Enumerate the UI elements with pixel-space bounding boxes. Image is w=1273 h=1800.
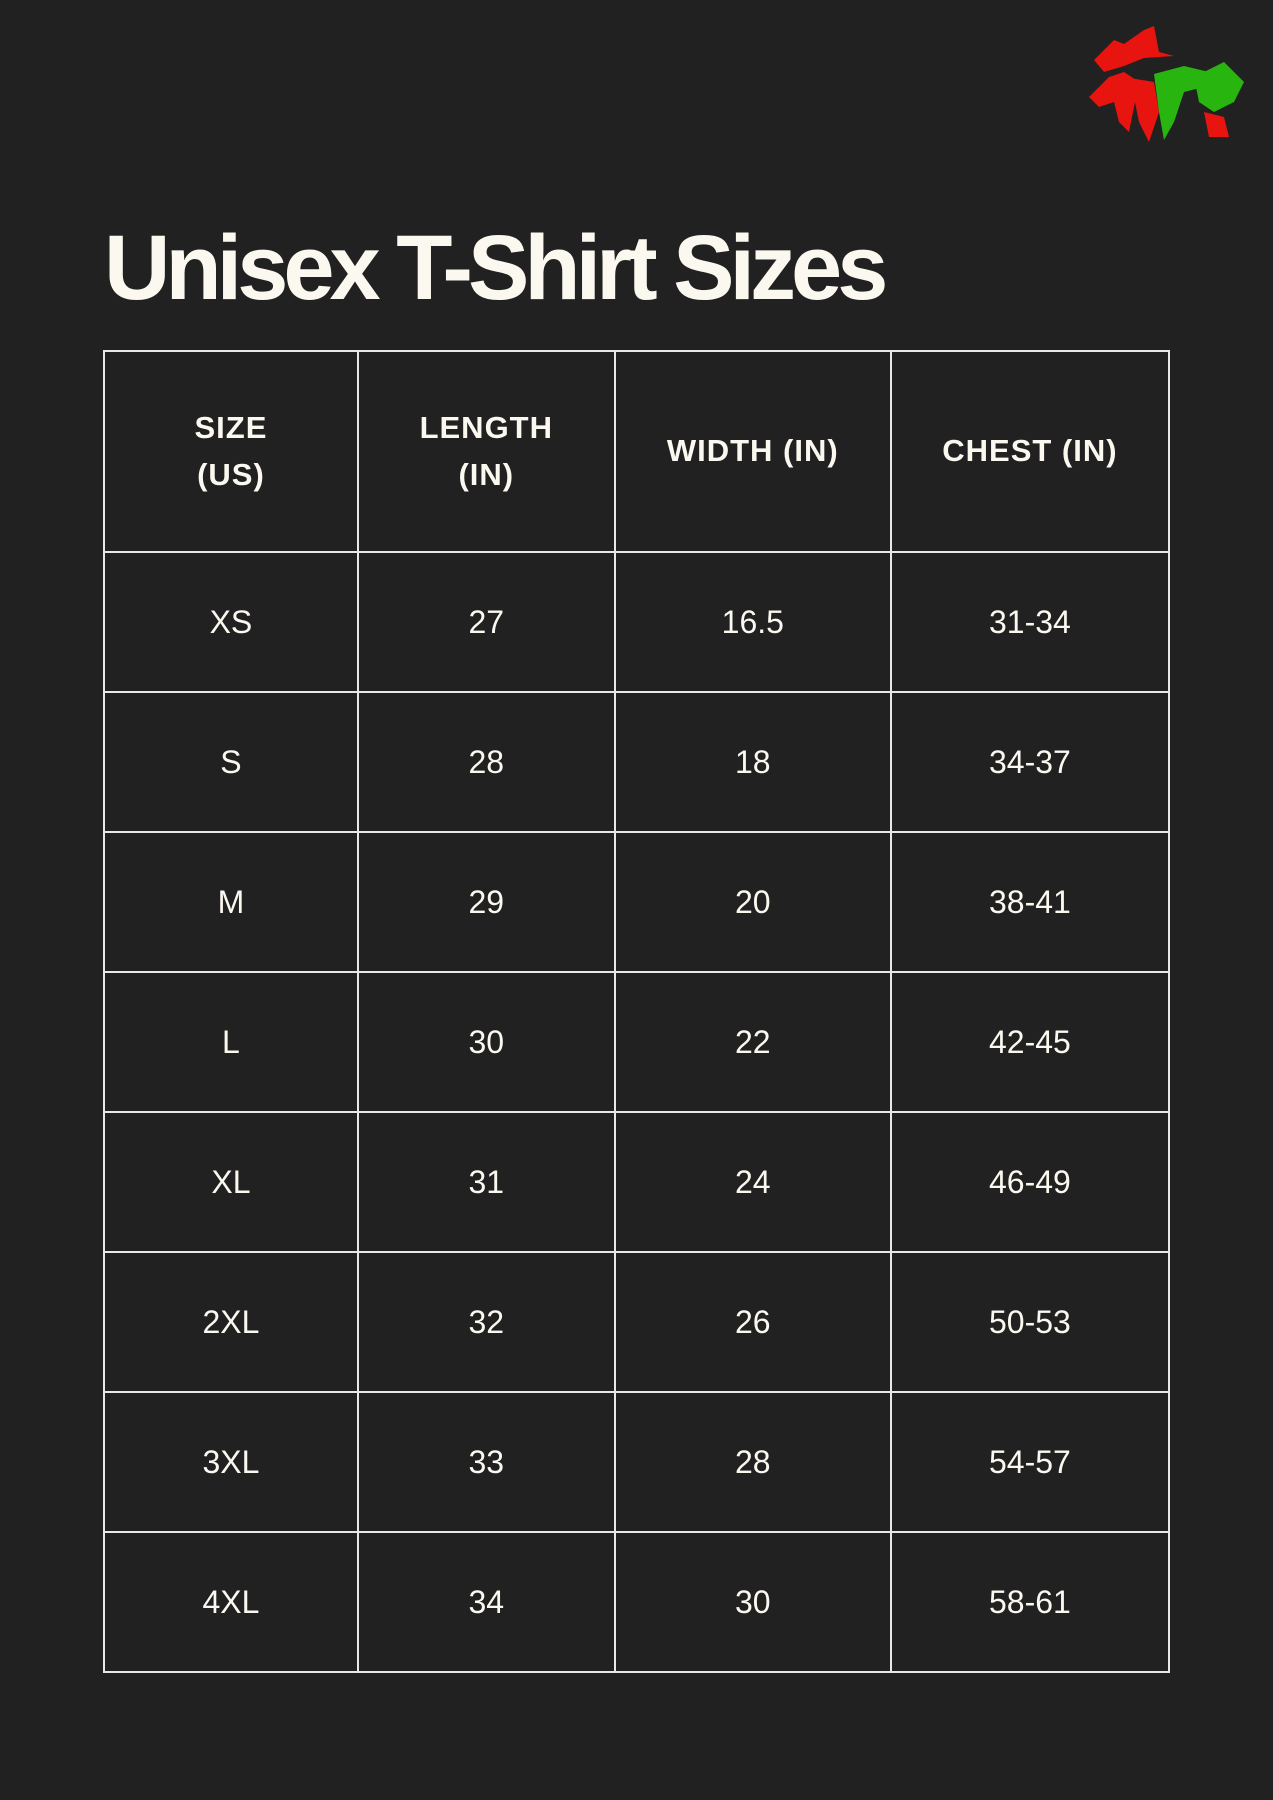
cell-size: 2XL [103, 1251, 359, 1393]
table-row: 4XL 34 30 58-61 [103, 1531, 1171, 1673]
header-chest: CHEST (IN) [889, 350, 1171, 553]
cell-chest: 46-49 [889, 1111, 1171, 1253]
cell-width: 16.5 [613, 551, 892, 693]
cell-size: M [103, 831, 359, 973]
size-chart-table: SIZE (US) LENGTH (IN) WIDTH (IN) CHEST (… [103, 350, 1171, 1673]
cell-chest: 42-45 [889, 971, 1171, 1113]
cell-length: 33 [356, 1391, 616, 1533]
cell-length: 31 [356, 1111, 616, 1253]
cell-width: 20 [613, 831, 892, 973]
cell-width: 18 [613, 691, 892, 833]
cell-chest: 58-61 [889, 1531, 1171, 1673]
table-row: 2XL 32 26 50-53 [103, 1251, 1171, 1393]
table-row: XL 31 24 46-49 [103, 1111, 1171, 1253]
table-row: XS 27 16.5 31-34 [103, 551, 1171, 693]
cell-size: L [103, 971, 359, 1113]
cell-chest: 54-57 [889, 1391, 1171, 1533]
cell-width: 26 [613, 1251, 892, 1393]
cell-chest: 34-37 [889, 691, 1171, 833]
cell-length: 34 [356, 1531, 616, 1673]
cell-width: 28 [613, 1391, 892, 1533]
table-row: S 28 18 34-37 [103, 691, 1171, 833]
page-title: Unisex T-Shirt Sizes [104, 217, 888, 319]
cell-width: 24 [613, 1111, 892, 1253]
cell-size: S [103, 691, 359, 833]
cell-length: 32 [356, 1251, 616, 1393]
cell-chest: 38-41 [889, 831, 1171, 973]
header-width: WIDTH (IN) [613, 350, 892, 553]
cell-length: 28 [356, 691, 616, 833]
cell-length: 30 [356, 971, 616, 1113]
header-row: SIZE (US) LENGTH (IN) WIDTH (IN) CHEST (… [103, 350, 1171, 553]
cell-length: 27 [356, 551, 616, 693]
cell-size: XS [103, 551, 359, 693]
table-row: 3XL 33 28 54-57 [103, 1391, 1171, 1533]
cell-chest: 31-34 [889, 551, 1171, 693]
cell-size: 4XL [103, 1531, 359, 1673]
cell-chest: 50-53 [889, 1251, 1171, 1393]
table-row: L 30 22 42-45 [103, 971, 1171, 1113]
table-row: M 29 20 38-41 [103, 831, 1171, 973]
cell-width: 22 [613, 971, 892, 1113]
header-length: LENGTH (IN) [356, 350, 616, 553]
header-size: SIZE (US) [103, 350, 359, 553]
wizard-logo-icon [1089, 26, 1244, 142]
cell-size: 3XL [103, 1391, 359, 1533]
cell-size: XL [103, 1111, 359, 1253]
cell-width: 30 [613, 1531, 892, 1673]
cell-length: 29 [356, 831, 616, 973]
